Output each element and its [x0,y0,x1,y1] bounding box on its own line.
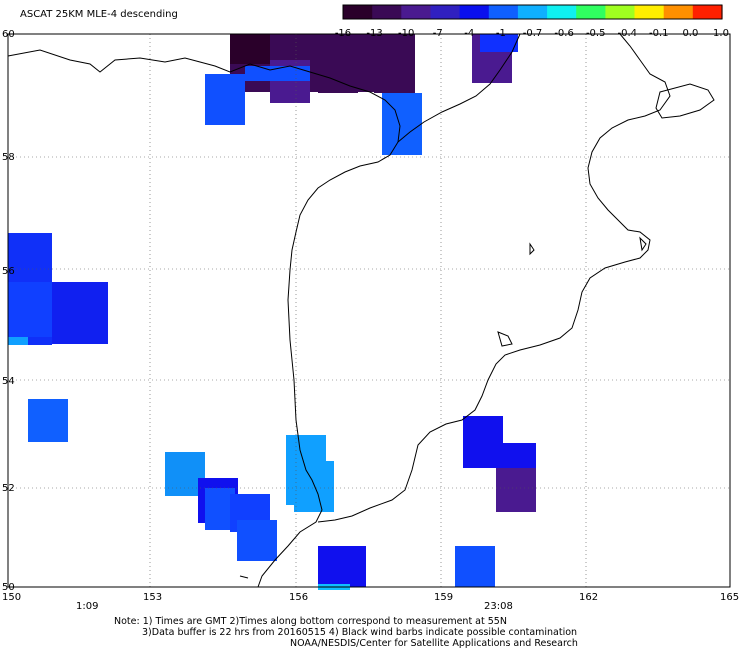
colorbar-label: -16 [335,28,351,39]
colorbar-label: -0.6 [554,28,574,39]
colorbar-swatch [576,5,606,19]
lon-tick-165: 165 [720,592,739,603]
colorbar-label: -0.4 [618,28,638,39]
lon-tick-156: 156 [289,592,308,603]
lon-tick-162: 162 [579,592,598,603]
lon-tick-153: 153 [143,592,162,603]
time-label-2: 23:08 [484,601,513,612]
colorbar-swatch [372,5,402,19]
colorbar-label: -4 [464,28,474,39]
lon-tick-labels: 150 153 156 159 162 165 [2,592,739,603]
colorbar-frame [342,4,723,20]
colorbar-label: -7 [433,28,443,39]
lon-tick-150: 150 [2,592,21,603]
lat-tick-54: 54 [2,376,15,387]
lat-tick-56: 56 [2,266,15,277]
data-cells [8,34,536,590]
lat-tick-52: 52 [2,483,15,494]
time-label-1: 1:09 [76,601,98,612]
colorbar-label: -13 [366,28,382,39]
lat-tick-50: 50 [2,582,15,593]
colorbar-swatch [605,5,636,19]
colorbar-label: -0.5 [586,28,606,39]
colorbar-swatch [488,5,519,19]
colorbar-swatch [692,5,723,19]
colorbar-label: -0.1 [649,28,669,39]
colorbar-swatch [459,5,490,19]
plot-frame [7,33,731,588]
lat-tick-60: 60 [2,29,15,40]
colorbar-label: 0.0 [682,28,698,39]
colorbar-swatch [517,5,548,19]
coastline [7,33,715,588]
map-title: ASCAT 25KM MLE-4 descending [20,9,178,20]
colorbar-label: -10 [398,28,414,39]
colorbar-swatch [547,5,577,19]
grid-lines [8,34,730,587]
colorbar-swatch [401,5,432,19]
colorbar-label: -0.7 [523,28,543,39]
colorbar: -16 -13 -10 -7 -4 -1 -0.7 -0.6 -0.5 -0.4 -0.1 0.0 1.… [335,4,729,39]
colorbar-swatch [430,5,461,19]
lon-tick-159: 159 [434,592,453,603]
note-line-2: 3)Data buffer is 22 hrs from 20160515 4)… [142,627,578,638]
colorbar-label: 1.0 [713,28,729,39]
colorbar-label: -1 [496,28,506,39]
lat-tick-labels: 60 58 56 54 52 50 [2,29,15,593]
colorbar-swatch [663,5,694,19]
colorbar-swatch [634,5,665,19]
note-line-3: NOAA/NESDIS/Center for Satellite Applica… [290,638,578,649]
note-line-1: Note: 1) Times are GMT 2)Times along bot… [114,616,507,627]
lat-tick-58: 58 [2,152,15,163]
colorbar-swatch [343,5,373,19]
